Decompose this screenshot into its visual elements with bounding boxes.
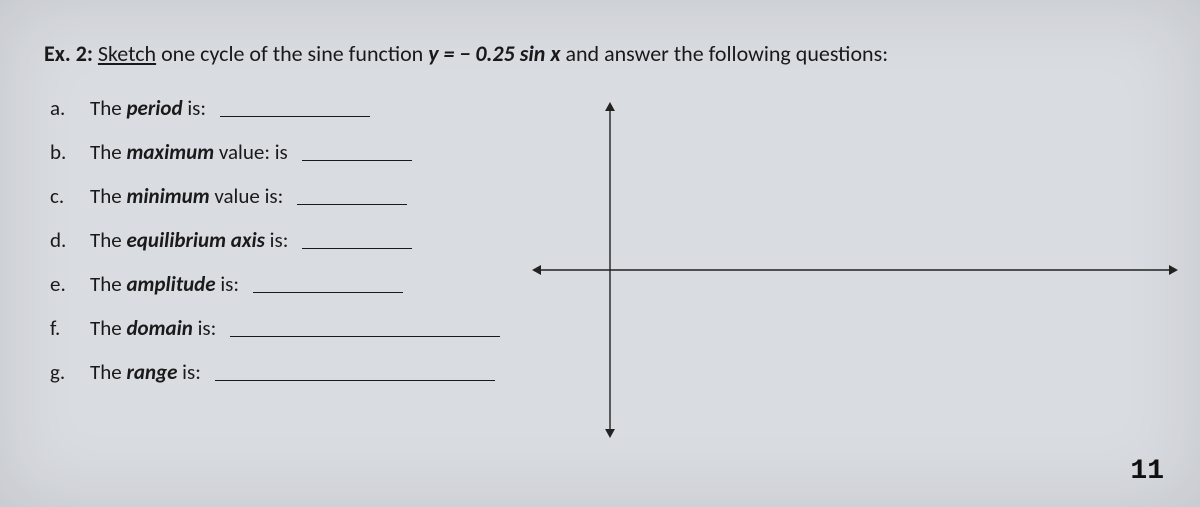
function-coef: − 0.25: [459, 40, 519, 67]
page-number: 11: [1130, 456, 1164, 487]
question-text: The maximum value: is: [90, 139, 288, 165]
question-marker: f.: [50, 315, 76, 341]
question-post: value: is: [214, 139, 288, 165]
question-marker: b.: [50, 139, 76, 165]
question-marker: e.: [50, 271, 76, 297]
exercise-header: Ex. 2: Sketch one cycle of the sine func…: [44, 40, 1160, 67]
question-post: is:: [216, 271, 239, 297]
x-axis-arrow-right: [1169, 265, 1178, 275]
header-text-2: and answer the following questions:: [560, 40, 888, 67]
question-text: The minimum value is:: [90, 183, 283, 209]
answer-blank[interactable]: [302, 248, 412, 249]
question-post: is:: [193, 315, 216, 341]
function-lhs: y =: [428, 40, 459, 67]
question-term: maximum: [126, 139, 214, 165]
question-text: The domain is:: [90, 315, 216, 341]
question-text: The range is:: [90, 359, 201, 385]
question-text: The period is:: [90, 95, 206, 121]
answer-blank[interactable]: [253, 292, 403, 293]
question-pre: The: [90, 139, 126, 165]
question-list: a. The period is: b. The maximum value: is c…: [50, 95, 530, 385]
question-pre: The: [90, 359, 126, 385]
worksheet-page: Ex. 2: Sketch one cycle of the sine func…: [0, 0, 1200, 507]
answer-blank[interactable]: [230, 336, 500, 337]
question-text: The amplitude is:: [90, 271, 239, 297]
question-post: is:: [183, 95, 206, 121]
y-axis-arrow-up: [605, 102, 615, 111]
question-item: g. The range is:: [50, 359, 530, 385]
x-axis-arrow-left: [532, 265, 541, 275]
question-term: equilibrium axis: [126, 227, 264, 253]
question-item: b. The maximum value: is: [50, 139, 530, 165]
question-pre: The: [90, 227, 126, 253]
question-marker: g.: [50, 359, 76, 385]
answer-blank[interactable]: [302, 160, 412, 161]
question-pre: The: [90, 95, 126, 121]
question-term: amplitude: [126, 271, 215, 297]
question-term: range: [126, 359, 177, 385]
blank-axes-graph: [530, 100, 1180, 440]
question-marker: d.: [50, 227, 76, 253]
answer-blank[interactable]: [215, 380, 495, 381]
exercise-label: Ex. 2:: [44, 40, 93, 67]
sketch-word: Sketch: [98, 40, 156, 67]
question-item: d. The equilibrium axis is:: [50, 227, 530, 253]
question-text: The equilibrium axis is:: [90, 227, 288, 253]
question-marker: a.: [50, 95, 76, 121]
question-item: c. The minimum value is:: [50, 183, 530, 209]
question-pre: The: [90, 183, 126, 209]
function-sinx: sin x: [520, 40, 561, 67]
question-marker: c.: [50, 183, 76, 209]
question-post: is:: [177, 359, 200, 385]
question-item: e. The amplitude is:: [50, 271, 530, 297]
question-post: is:: [265, 227, 288, 253]
y-axis-arrow-down: [605, 429, 615, 438]
question-term: minimum: [126, 183, 209, 209]
question-item: f. The domain is:: [50, 315, 530, 341]
header-text-1: one cycle of the sine function: [156, 40, 428, 67]
question-pre: The: [90, 271, 126, 297]
answer-blank[interactable]: [297, 204, 407, 205]
question-post: value is:: [210, 183, 284, 209]
question-term: domain: [126, 315, 192, 341]
answer-blank[interactable]: [220, 116, 370, 117]
question-term: period: [126, 95, 182, 121]
question-pre: The: [90, 315, 126, 341]
question-item: a. The period is:: [50, 95, 530, 121]
